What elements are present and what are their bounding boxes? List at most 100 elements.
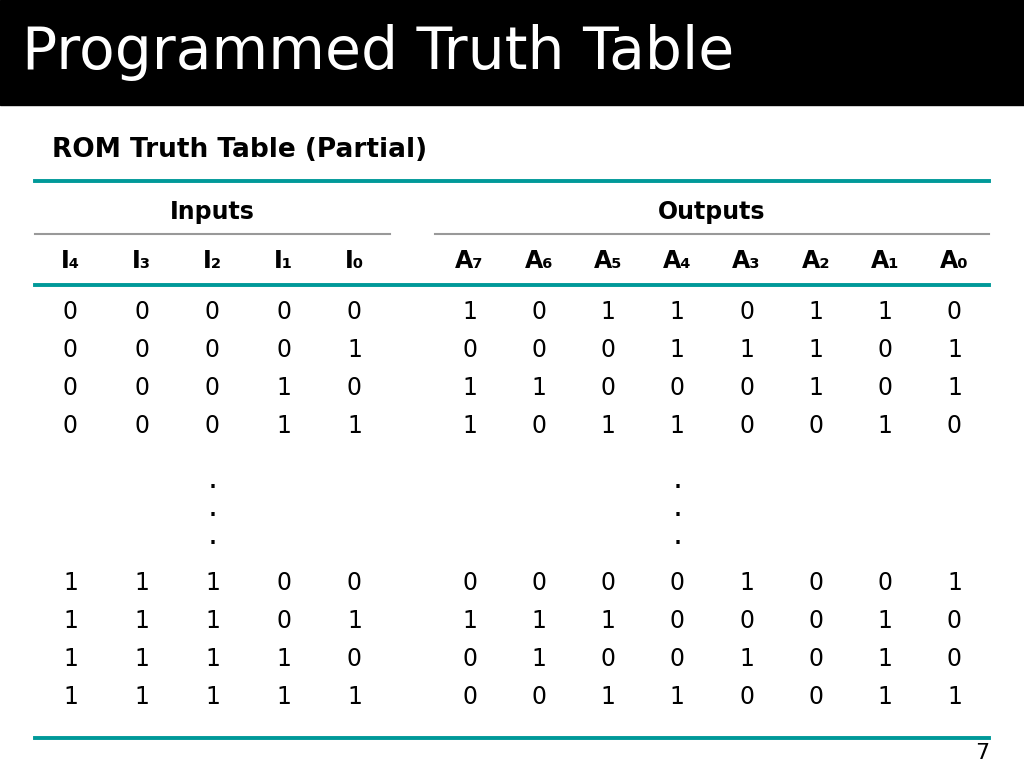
- Text: 0: 0: [462, 571, 477, 595]
- Text: A₅: A₅: [594, 249, 623, 273]
- Text: I₀: I₀: [345, 249, 365, 273]
- Text: 0: 0: [601, 571, 615, 595]
- Text: 0: 0: [462, 338, 477, 362]
- Text: 0: 0: [531, 571, 547, 595]
- Text: 1: 1: [670, 685, 685, 709]
- Text: I₁: I₁: [274, 249, 293, 273]
- Text: 0: 0: [347, 300, 362, 324]
- Text: 1: 1: [134, 647, 148, 671]
- Text: Programmed Truth Table: Programmed Truth Table: [22, 24, 734, 81]
- Text: 0: 0: [134, 300, 150, 324]
- Text: A₃: A₃: [732, 249, 761, 273]
- Text: 0: 0: [947, 647, 962, 671]
- Text: 1: 1: [739, 571, 754, 595]
- Text: 1: 1: [878, 609, 893, 633]
- Text: 0: 0: [878, 338, 893, 362]
- Text: 1: 1: [347, 414, 361, 438]
- Text: 1: 1: [808, 338, 823, 362]
- Text: I₂: I₂: [203, 249, 222, 273]
- Text: 1: 1: [134, 609, 148, 633]
- Text: 0: 0: [531, 685, 547, 709]
- Text: 0: 0: [462, 647, 477, 671]
- Text: 0: 0: [205, 376, 220, 400]
- Text: .: .: [673, 465, 682, 495]
- Text: 1: 1: [808, 300, 823, 324]
- Text: 1: 1: [347, 609, 361, 633]
- Text: 0: 0: [134, 338, 150, 362]
- Text: 0: 0: [808, 647, 823, 671]
- Text: 1: 1: [878, 685, 893, 709]
- Text: 1: 1: [276, 414, 291, 438]
- Text: 1: 1: [63, 571, 78, 595]
- Text: 0: 0: [601, 376, 615, 400]
- Text: 1: 1: [601, 609, 615, 633]
- Text: 1: 1: [63, 685, 78, 709]
- Text: 1: 1: [601, 414, 615, 438]
- Text: 1: 1: [739, 647, 754, 671]
- Text: 0: 0: [134, 414, 150, 438]
- Text: 0: 0: [601, 338, 615, 362]
- Text: 0: 0: [878, 571, 893, 595]
- Text: 1: 1: [276, 685, 291, 709]
- Text: 0: 0: [531, 414, 547, 438]
- Text: 0: 0: [276, 571, 291, 595]
- Bar: [0, 0, 1024, 105]
- Text: 1: 1: [878, 300, 893, 324]
- Text: 0: 0: [739, 414, 754, 438]
- Text: .: .: [673, 521, 682, 551]
- Text: 0: 0: [205, 414, 220, 438]
- Text: 1: 1: [878, 647, 893, 671]
- Text: .: .: [208, 521, 217, 551]
- Text: 1: 1: [63, 609, 78, 633]
- Text: 0: 0: [670, 647, 685, 671]
- Text: 1: 1: [601, 300, 615, 324]
- Text: 1: 1: [947, 571, 962, 595]
- Text: .: .: [208, 465, 217, 495]
- Text: 1: 1: [601, 685, 615, 709]
- Text: 0: 0: [808, 609, 823, 633]
- Text: 0: 0: [63, 338, 78, 362]
- Text: I₃: I₃: [132, 249, 151, 273]
- Text: 1: 1: [276, 647, 291, 671]
- Text: Outputs: Outputs: [658, 200, 766, 224]
- Text: 1: 1: [134, 685, 148, 709]
- Text: 0: 0: [347, 647, 362, 671]
- Text: 0: 0: [63, 414, 78, 438]
- Text: 1: 1: [462, 609, 477, 633]
- Text: 1: 1: [205, 609, 220, 633]
- Text: A₀: A₀: [940, 249, 969, 273]
- Text: .: .: [208, 492, 217, 524]
- Text: A₄: A₄: [664, 249, 691, 273]
- Text: 1: 1: [462, 300, 477, 324]
- Text: 0: 0: [276, 300, 291, 324]
- Text: 1: 1: [462, 414, 477, 438]
- Text: 0: 0: [739, 685, 754, 709]
- Text: ROM Truth Table (Partial): ROM Truth Table (Partial): [52, 137, 427, 163]
- Text: 0: 0: [947, 609, 962, 633]
- Text: 7: 7: [975, 743, 989, 763]
- Text: 0: 0: [670, 376, 685, 400]
- Text: 0: 0: [670, 571, 685, 595]
- Text: 0: 0: [205, 338, 220, 362]
- Text: A₇: A₇: [456, 249, 484, 273]
- Text: Inputs: Inputs: [170, 200, 255, 224]
- Text: 1: 1: [878, 414, 893, 438]
- Text: 1: 1: [205, 571, 220, 595]
- Text: 0: 0: [947, 414, 962, 438]
- Text: 0: 0: [134, 376, 150, 400]
- Text: 1: 1: [531, 647, 547, 671]
- Text: 0: 0: [670, 609, 685, 633]
- Text: A₆: A₆: [524, 249, 553, 273]
- Text: 0: 0: [276, 338, 291, 362]
- Text: 1: 1: [276, 376, 291, 400]
- Text: .: .: [673, 492, 682, 524]
- Text: 0: 0: [205, 300, 220, 324]
- Text: A₁: A₁: [870, 249, 899, 273]
- Text: 1: 1: [670, 414, 685, 438]
- Text: 0: 0: [739, 376, 754, 400]
- Text: 1: 1: [134, 571, 148, 595]
- Text: 0: 0: [739, 609, 754, 633]
- Text: 0: 0: [276, 609, 291, 633]
- Text: 0: 0: [808, 571, 823, 595]
- Text: 1: 1: [347, 685, 361, 709]
